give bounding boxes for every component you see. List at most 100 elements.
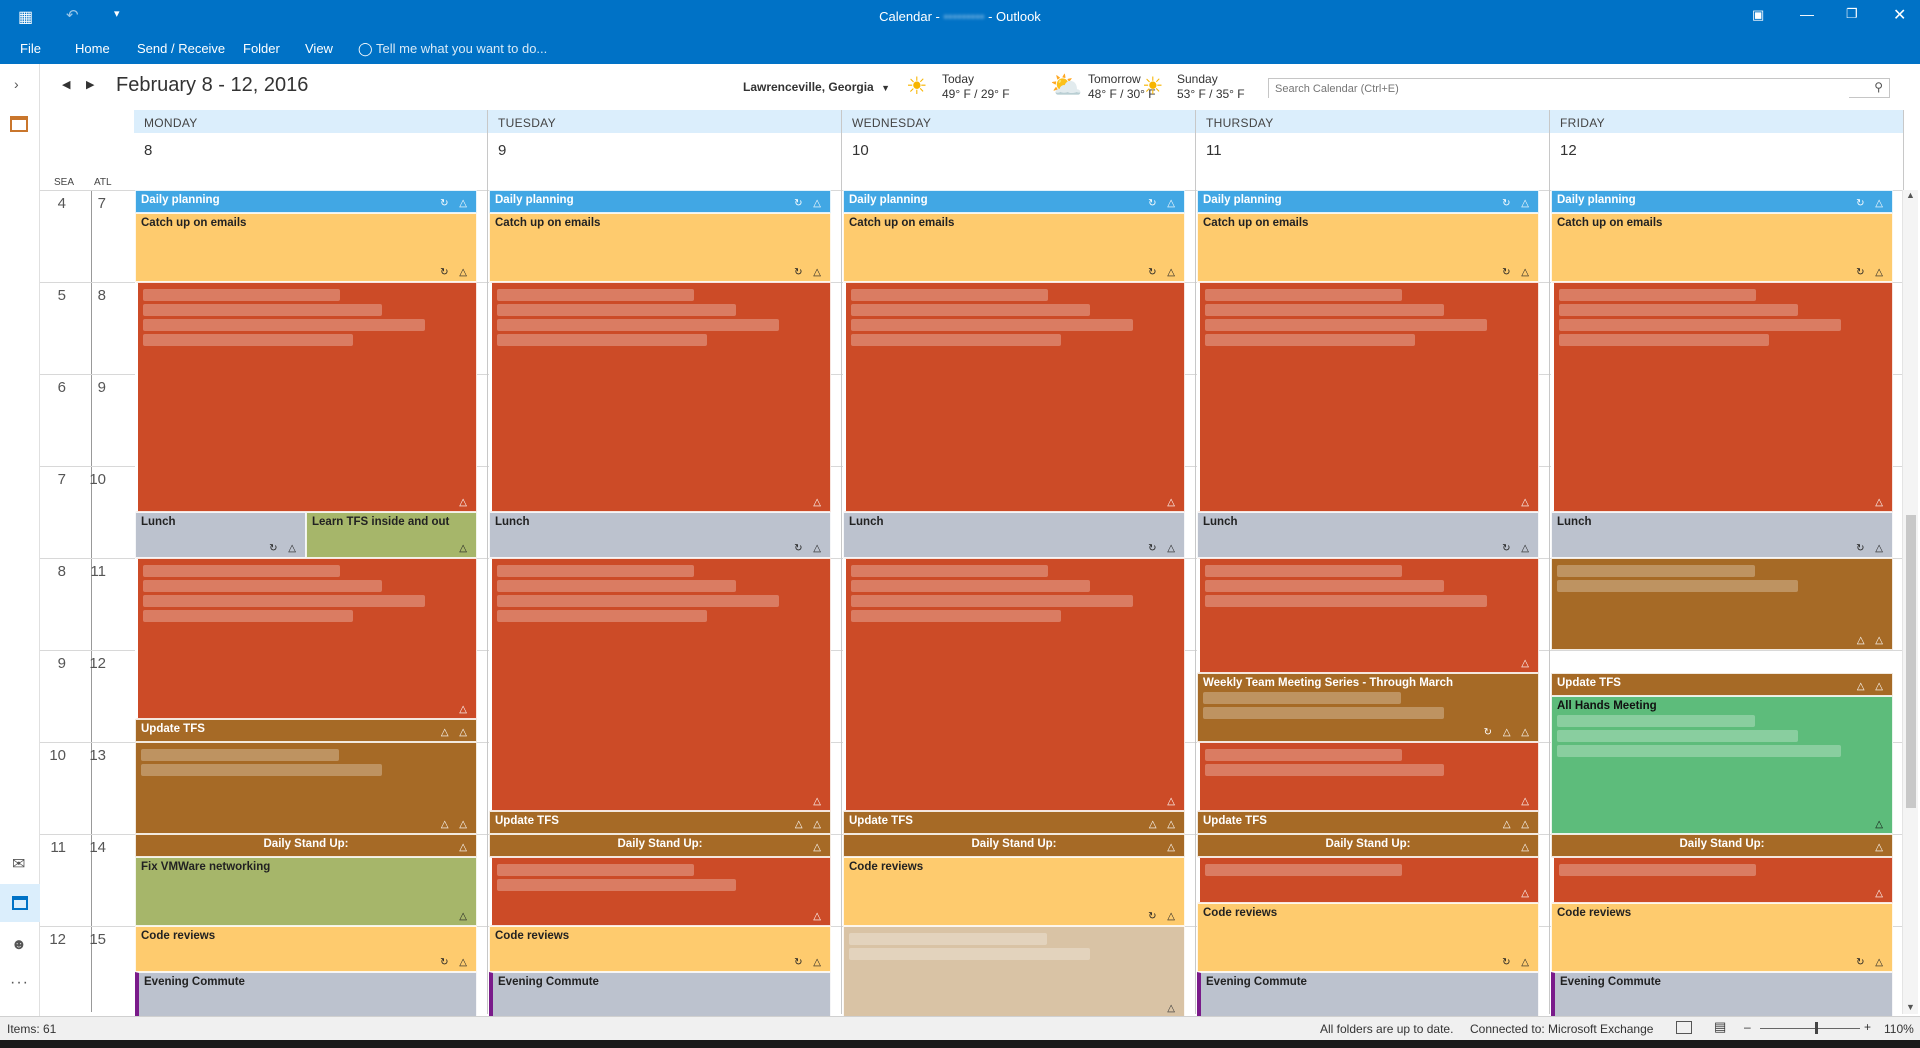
calendar-event[interactable]: Code reviews ↻ △ [1197, 903, 1539, 972]
day-column[interactable] [488, 190, 842, 1014]
calendar-event[interactable]: Update TFS △ △ [1197, 811, 1539, 834]
scroll-up-icon[interactable]: ▲ [1906, 190, 1915, 200]
reading-view-icon[interactable]: ▤ [1714, 1019, 1727, 1034]
undo-icon[interactable]: ↶ [66, 7, 79, 24]
calendar-event[interactable]: Daily planning ↻ △ [1551, 190, 1893, 213]
calendar-event[interactable]: △ [1197, 282, 1539, 512]
calendar-event[interactable]: Fix VMWare networking △ [135, 857, 477, 926]
calendar-event[interactable]: Evening Commute [1197, 972, 1539, 1018]
calendar-event[interactable]: Update TFS △ △ [135, 719, 477, 742]
calendar-event[interactable]: Lunch ↻ △ [135, 512, 306, 558]
zoom-slider[interactable] [1760, 1022, 1860, 1034]
mail-icon[interactable]: ✉ [12, 856, 26, 873]
calendar-nav-icon[interactable] [0, 884, 40, 922]
calendar-event[interactable]: Daily Stand Up: △ [489, 834, 831, 857]
calendar-event[interactable]: Lunch ↻ △ [1551, 512, 1893, 558]
day-header[interactable]: THURSDAY 11 [1196, 110, 1550, 190]
calendar-event[interactable]: △ [1197, 742, 1539, 811]
calendar-event[interactable]: Code reviews ↻ △ [1551, 903, 1893, 972]
calendar-event[interactable]: Daily Stand Up: △ [135, 834, 477, 857]
search-calendar-box[interactable]: ⚲ [1268, 78, 1890, 98]
day-header[interactable]: TUESDAY 9 [488, 110, 842, 190]
calendar-event[interactable]: △ [1551, 857, 1893, 903]
calendar-event[interactable]: Update TFS △ △ [1551, 673, 1893, 696]
calendar-event[interactable]: Daily planning ↻ △ [135, 190, 477, 213]
calendar-event[interactable]: Weekly Team Meeting Series - Through Mar… [1197, 673, 1539, 742]
calendar-event[interactable]: Catch up on emails ↻ △ [1551, 213, 1893, 282]
people-icon[interactable]: ☻ [11, 936, 27, 953]
search-icon[interactable]: ⚲ [1874, 80, 1883, 94]
calendar-event[interactable]: △ [843, 926, 1185, 1018]
calendar-event[interactable]: △ [1197, 558, 1539, 673]
calendar-event[interactable]: Daily planning ↻ △ [489, 190, 831, 213]
tell-me-box[interactable]: Tell me what you want to do... [376, 41, 548, 56]
minimize-button[interactable]: — [1800, 6, 1814, 22]
tab-home[interactable]: Home [75, 41, 110, 56]
day-header[interactable]: MONDAY 8 [134, 110, 488, 190]
calendar-event[interactable]: Evening Commute [135, 972, 477, 1018]
calendar-event[interactable]: △ [489, 558, 831, 811]
day-header[interactable]: WEDNESDAY 10 [842, 110, 1196, 190]
calendar-event[interactable]: Catch up on emails ↻ △ [135, 213, 477, 282]
mini-calendar-icon[interactable] [10, 116, 28, 132]
zoom-level[interactable]: 110% [1884, 1022, 1914, 1036]
calendar-event[interactable]: △ [843, 282, 1185, 512]
next-week-icon[interactable]: ▶ [86, 79, 95, 91]
tab-file[interactable]: File [20, 41, 41, 56]
day-column[interactable] [134, 190, 488, 1014]
calendar-event[interactable]: Update TFS △ △ [843, 811, 1185, 834]
scroll-thumb[interactable] [1906, 515, 1916, 808]
calendar-event[interactable]: Lunch ↻ △ [1197, 512, 1539, 558]
calendar-event[interactable]: Daily planning ↻ △ [843, 190, 1185, 213]
calendar-event[interactable]: △ [1551, 282, 1893, 512]
day-column[interactable] [1196, 190, 1550, 1014]
normal-view-icon[interactable] [1676, 1021, 1692, 1034]
app-icon[interactable]: ▦ [18, 9, 34, 26]
vertical-scrollbar[interactable]: ▲ ▼ [1902, 190, 1918, 1014]
calendar-event[interactable]: All Hands Meeting △ [1551, 696, 1893, 834]
calendar-event[interactable]: Daily Stand Up: △ [843, 834, 1185, 857]
previous-week-icon[interactable]: ◀ [62, 79, 71, 91]
calendar-event[interactable]: Lunch ↻ △ [843, 512, 1185, 558]
calendar-event[interactable]: Catch up on emails ↻ △ [1197, 213, 1539, 282]
calendar-event[interactable]: Update TFS △ △ [489, 811, 831, 834]
calendar-event[interactable]: Lunch ↻ △ [489, 512, 831, 558]
zoom-in-icon[interactable]: + [1864, 1020, 1872, 1034]
scroll-down-icon[interactable]: ▼ [1906, 1002, 1915, 1012]
calendar-event[interactable]: Code reviews ↻ △ [843, 857, 1185, 926]
tab-view[interactable]: View [305, 41, 333, 56]
day-header[interactable]: FRIDAY 12 [1550, 110, 1904, 190]
location-dropdown[interactable]: Lawrenceville, Georgia ▼ [743, 80, 890, 94]
day-column[interactable] [842, 190, 1196, 1014]
zoom-out-icon[interactable]: – [1744, 1020, 1751, 1034]
quick-access-dropdown-icon[interactable]: ▾ [114, 8, 120, 20]
calendar-event[interactable]: △ △ [1551, 558, 1893, 650]
calendar-event[interactable]: Code reviews ↻ △ [489, 926, 831, 972]
calendar-event[interactable]: △ [135, 558, 477, 719]
calendar-event[interactable]: Code reviews ↻ △ [135, 926, 477, 972]
maximize-button[interactable]: ❐ [1846, 6, 1858, 21]
calendar-event[interactable]: △ [489, 282, 831, 512]
expand-folder-pane-icon[interactable]: › [14, 76, 19, 92]
calendar-event[interactable]: △ [489, 857, 831, 926]
more-icon[interactable]: ··· [10, 974, 29, 991]
calendar-event[interactable]: Daily Stand Up: △ [1197, 834, 1539, 857]
calendar-event[interactable]: Catch up on emails ↻ △ [843, 213, 1185, 282]
connection-status[interactable]: Connected to: Microsoft Exchange [1470, 1022, 1654, 1036]
calendar-event[interactable]: △ [843, 558, 1185, 811]
calendar-event[interactable]: △ [135, 282, 477, 512]
calendar-event[interactable]: Learn TFS inside and out △ [306, 512, 477, 558]
calendar-event[interactable]: Evening Commute [1551, 972, 1893, 1018]
tab-folder[interactable]: Folder [243, 41, 280, 56]
calendar-event[interactable]: Evening Commute [489, 972, 831, 1018]
tab-send-receive[interactable]: Send / Receive [137, 41, 226, 56]
calendar-event[interactable]: △ △ [135, 742, 477, 834]
calendar-event[interactable]: Daily planning ↻ △ [1197, 190, 1539, 213]
search-input[interactable] [1269, 80, 1849, 98]
close-button[interactable]: ✕ [1893, 7, 1907, 24]
calendar-event[interactable]: Catch up on emails ↻ △ [489, 213, 831, 282]
calendar-event[interactable]: Daily Stand Up: △ [1551, 834, 1893, 857]
redacted-text [1559, 334, 1769, 346]
ribbon-display-icon[interactable]: ▣ [1752, 7, 1765, 22]
calendar-event[interactable]: △ [1197, 857, 1539, 903]
